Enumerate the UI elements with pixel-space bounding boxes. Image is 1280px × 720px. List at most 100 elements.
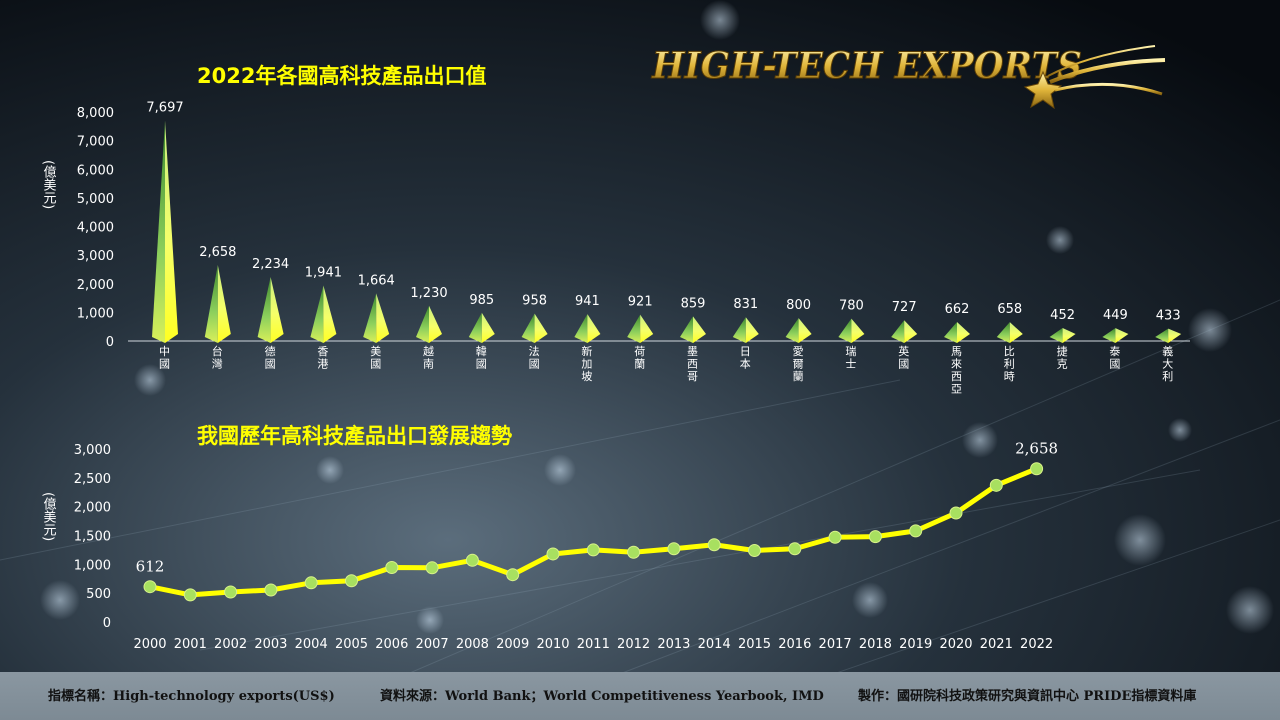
bar [204, 264, 218, 343]
bar [996, 322, 1010, 343]
bar-face [1009, 322, 1023, 343]
star-trail [1054, 82, 1163, 96]
data-point [707, 538, 721, 552]
x-tick-label: 2017 [819, 637, 852, 652]
x-tick-label: 捷克 [1057, 344, 1068, 371]
bar-face [904, 320, 918, 343]
data-point [465, 553, 479, 567]
x-tick-label: 瑞士 [845, 344, 856, 371]
x-tick-label: 2022 [1020, 637, 1053, 652]
line-chart-y-ticks: 0 500 1,000 1,500 2,000 2,500 3,000 [74, 443, 111, 631]
data-label: 658 [997, 302, 1022, 317]
data-point [345, 574, 358, 588]
data-point [506, 568, 520, 582]
series-line [149, 466, 1038, 598]
x-tick-label: 2013 [657, 637, 690, 652]
data-point [748, 543, 761, 557]
x-tick-label: 2004 [295, 637, 328, 652]
data-label: 433 [1156, 309, 1181, 324]
footer-producer: 製作：國研院科技政策研究與資訊中心 PRIDE指標資料庫 [858, 689, 1197, 704]
y-tick-label: 2,500 [74, 472, 111, 487]
bar-chart-ylabel: (億美元) [41, 160, 57, 209]
y-tick-label: 1,500 [74, 530, 111, 545]
data-label: 921 [628, 295, 653, 310]
data-point [304, 576, 318, 590]
bar [680, 316, 693, 343]
bar [1155, 328, 1169, 343]
x-tick-label: 英國 [898, 344, 909, 371]
bar-face [323, 285, 337, 343]
data-label: 612 [136, 558, 165, 576]
bar [785, 318, 799, 343]
line-chart: 我國歷年高科技產品出口發展趨勢 (億美元) 0 500 1,000 1,500 2,00… [41, 424, 1059, 652]
y-tick-label: 2,000 [77, 278, 114, 293]
data-point [224, 585, 238, 599]
y-tick-label: 8,000 [77, 106, 114, 121]
data-point [627, 545, 641, 559]
x-tick-label: 2011 [577, 637, 610, 652]
data-point [546, 547, 560, 561]
bar [363, 293, 377, 343]
bar [257, 277, 271, 343]
bar-face [534, 313, 548, 343]
x-tick-label: 馬來西亞 [951, 345, 962, 396]
x-tick-label: 2010 [536, 637, 569, 652]
footer-indicator: 指標名稱：High-technology exports(US$) [48, 689, 335, 704]
x-tick-label: 2019 [899, 637, 932, 652]
line-chart-ylabel: (億美元) [41, 492, 57, 541]
footer-source: 資料來源：World Bank；World Competitiveness Ye… [380, 689, 824, 704]
data-label: 2,658 [1015, 440, 1058, 458]
x-tick-label: 新加坡 [581, 344, 592, 383]
bar [1049, 328, 1063, 343]
logo-text: HIGH-TECH EXPORTS [651, 45, 1082, 87]
y-tick-label: 0 [103, 616, 111, 631]
x-tick-label: 比利時 [1004, 345, 1015, 383]
data-point [949, 506, 963, 520]
bar [416, 305, 429, 343]
data-label: 2,658 [199, 245, 236, 260]
data-label: 831 [733, 297, 758, 312]
bar-face [1168, 328, 1182, 343]
y-tick-label: 1,000 [74, 558, 111, 573]
x-tick-label: 義大利 [1162, 344, 1173, 383]
data-label: 859 [681, 296, 706, 311]
data-label: 800 [786, 298, 811, 313]
data-label: 1,941 [305, 265, 342, 280]
x-tick-label: 2003 [254, 637, 287, 652]
bar [838, 318, 852, 343]
data-label: 662 [945, 302, 970, 317]
bar-face [587, 314, 601, 343]
bar-face [693, 316, 706, 343]
bar-chart-bars: 7,697 中國 2,658 台灣 2,234 德國 1,941 香港 1,664 美國 1,230… [146, 101, 1182, 396]
bar-face [1115, 328, 1129, 343]
bar [521, 313, 535, 343]
bar-face [481, 312, 495, 343]
y-tick-label: 0 [106, 335, 114, 350]
data-point [264, 583, 278, 597]
data-label: 1,664 [358, 273, 395, 288]
x-tick-label: 2021 [980, 637, 1013, 652]
x-tick-label: 2018 [859, 637, 892, 652]
bar-chart-y-ticks: 0 1,000 2,000 3,000 4,000 5,000 6,000 7,000 8,00… [77, 106, 114, 350]
x-tick-label: 2020 [939, 637, 972, 652]
x-tick-label: 2014 [698, 637, 731, 652]
data-label: 958 [522, 294, 547, 309]
y-tick-label: 500 [86, 587, 111, 602]
x-tick-label: 2008 [456, 637, 489, 652]
bar [944, 322, 957, 343]
x-tick-label: 荷蘭 [634, 345, 645, 371]
bar-face [1062, 328, 1076, 343]
y-tick-label: 6,000 [77, 163, 114, 178]
footer-bar: 指標名稱：High-technology exports(US$) 資料來源：W… [0, 672, 1280, 720]
y-tick-label: 4,000 [77, 221, 114, 236]
y-tick-label: 1,000 [77, 306, 114, 321]
x-tick-label: 越南 [423, 344, 434, 371]
bar-face [217, 264, 231, 343]
x-tick-label: 德國 [265, 344, 276, 371]
data-point [385, 561, 399, 575]
bar [152, 120, 165, 344]
data-point [909, 524, 923, 538]
bar-face [640, 314, 654, 343]
x-tick-label: 2002 [214, 637, 247, 652]
